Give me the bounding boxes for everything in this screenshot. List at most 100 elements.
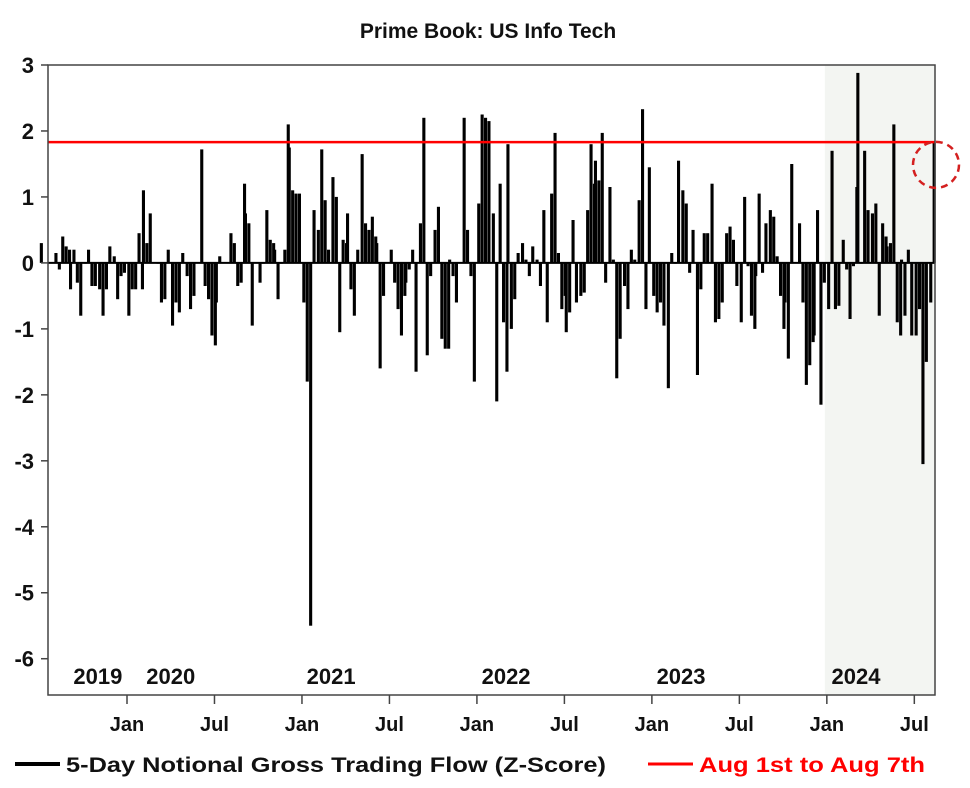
bar — [484, 117, 488, 263]
bar — [364, 223, 368, 263]
bar — [914, 262, 918, 336]
bar — [448, 259, 452, 263]
bar — [320, 149, 324, 263]
year-labels: 2019 2020 2021 2022 2023 2024 — [73, 664, 881, 689]
bar — [527, 262, 531, 277]
bar — [597, 180, 601, 263]
legend-label-aug: Aug 1st to Aug 7th — [699, 754, 925, 777]
bar — [454, 262, 458, 303]
bar — [356, 249, 360, 263]
bar — [75, 262, 79, 283]
bar — [611, 259, 615, 263]
bar — [72, 249, 76, 263]
bar — [39, 243, 43, 263]
bar — [684, 203, 688, 263]
year-label: 2019 — [73, 664, 122, 689]
bar — [822, 262, 826, 283]
bar — [786, 262, 790, 359]
y-tick-label: 0 — [22, 251, 34, 276]
bar — [870, 213, 874, 263]
bar — [757, 193, 761, 263]
bar — [171, 262, 175, 326]
bar — [407, 262, 411, 270]
bar — [827, 262, 831, 310]
bar — [312, 210, 316, 263]
bar — [273, 249, 277, 263]
bar — [816, 210, 820, 263]
bar — [681, 190, 685, 263]
bar — [480, 114, 484, 263]
bar — [236, 262, 240, 286]
bar — [910, 262, 914, 336]
bar — [61, 236, 65, 263]
bar — [447, 262, 451, 349]
bar — [516, 253, 520, 263]
bar — [477, 203, 481, 263]
x-axis: Jan Jul Jan Jul Jan Jul Jan Jul Jan Jul — [110, 695, 929, 736]
bar — [739, 262, 743, 323]
bar — [798, 223, 802, 263]
bar — [130, 262, 134, 290]
bar — [203, 262, 207, 286]
bar — [297, 193, 301, 263]
bar — [389, 249, 393, 263]
y-tick-label: -5 — [14, 581, 34, 606]
bar — [360, 154, 364, 263]
bar — [462, 117, 466, 263]
bar — [192, 262, 196, 296]
bar — [626, 262, 630, 310]
bar — [845, 262, 849, 270]
year-label: 2020 — [146, 664, 195, 689]
bar — [451, 262, 455, 277]
y-tick-label: -6 — [14, 647, 34, 672]
bar — [706, 233, 710, 263]
bar — [812, 262, 816, 336]
bar — [422, 117, 426, 263]
bar — [189, 262, 193, 310]
bar — [265, 210, 269, 263]
bar — [119, 262, 123, 277]
bar — [469, 262, 473, 277]
bar — [772, 216, 776, 263]
bar — [436, 206, 440, 263]
bar — [545, 262, 549, 323]
bar — [112, 256, 116, 263]
bar — [779, 262, 783, 296]
bar — [316, 229, 320, 263]
bar — [93, 262, 97, 286]
bar — [542, 210, 546, 263]
bar — [713, 262, 717, 323]
bar — [641, 109, 645, 263]
bar — [582, 262, 586, 293]
bar — [524, 259, 528, 263]
bar — [900, 259, 904, 263]
bar — [568, 262, 572, 313]
bar — [502, 262, 506, 323]
bar — [346, 213, 350, 263]
bar — [239, 262, 243, 283]
bar — [367, 229, 371, 263]
bar — [429, 262, 433, 277]
bar — [323, 200, 327, 263]
bar — [918, 262, 922, 310]
bar — [104, 262, 108, 290]
bar — [553, 132, 557, 263]
bar — [885, 246, 889, 263]
bar — [589, 144, 593, 263]
bar — [101, 262, 105, 316]
bar — [764, 223, 768, 263]
bar — [418, 223, 422, 263]
bar — [505, 262, 509, 372]
bar — [200, 149, 204, 263]
bar — [659, 262, 663, 303]
x-tick-label: Jul — [550, 714, 579, 736]
bar — [560, 262, 564, 310]
bar — [695, 262, 699, 375]
bar — [268, 239, 272, 263]
bar — [472, 262, 476, 382]
bar — [655, 262, 659, 313]
bar — [305, 262, 309, 382]
x-tick-label: Jul — [200, 714, 229, 736]
bar — [334, 196, 338, 263]
